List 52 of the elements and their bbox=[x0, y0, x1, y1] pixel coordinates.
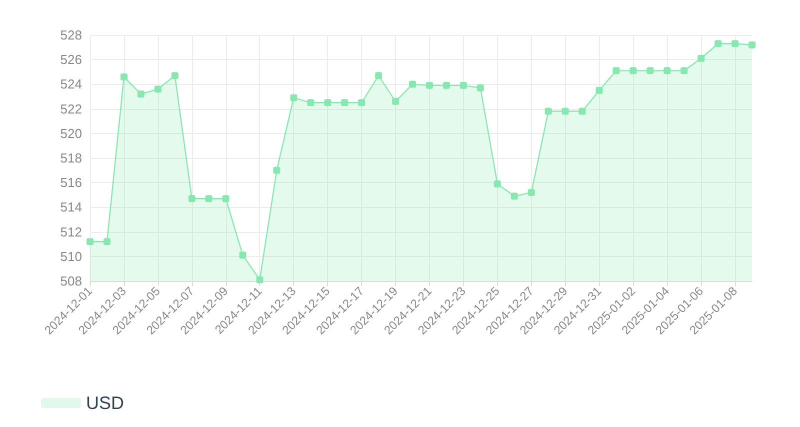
point bbox=[239, 252, 246, 259]
point bbox=[120, 73, 128, 80]
legend-label: USD bbox=[86, 393, 124, 413]
point bbox=[748, 41, 756, 48]
y-tick-label: 516 bbox=[60, 175, 82, 190]
point bbox=[698, 54, 705, 62]
y-tick-label: 522 bbox=[60, 101, 82, 116]
point bbox=[528, 188, 535, 196]
y-tick-label: 512 bbox=[60, 224, 82, 240]
point bbox=[205, 195, 212, 202]
point bbox=[426, 82, 433, 89]
point bbox=[137, 90, 144, 98]
point bbox=[324, 99, 332, 106]
point bbox=[630, 67, 637, 74]
point bbox=[86, 238, 94, 246]
point bbox=[341, 99, 348, 106]
point bbox=[307, 99, 314, 106]
point bbox=[103, 238, 110, 246]
y-tick-label: 508 bbox=[60, 274, 82, 288]
point bbox=[154, 86, 162, 93]
point bbox=[171, 72, 178, 80]
y-tick-label: 524 bbox=[60, 76, 82, 92]
point bbox=[476, 84, 484, 92]
point bbox=[442, 82, 450, 89]
point bbox=[578, 108, 586, 115]
point bbox=[409, 80, 416, 88]
y-tick-label: 520 bbox=[60, 126, 82, 141]
point bbox=[544, 108, 552, 115]
point bbox=[358, 99, 366, 106]
point bbox=[680, 67, 688, 74]
point bbox=[494, 180, 501, 188]
point bbox=[562, 108, 569, 115]
y-tick-label: 528 bbox=[60, 28, 82, 42]
point bbox=[256, 276, 264, 284]
point bbox=[732, 40, 739, 48]
y-tick-label: 518 bbox=[60, 150, 82, 166]
point bbox=[612, 67, 620, 74]
point bbox=[646, 67, 654, 74]
point bbox=[510, 192, 518, 200]
point bbox=[664, 67, 671, 74]
y-tick-label: 526 bbox=[60, 52, 82, 68]
point bbox=[222, 195, 230, 202]
y-tick-label: 514 bbox=[60, 200, 82, 215]
point bbox=[714, 40, 722, 48]
point bbox=[188, 195, 196, 202]
point bbox=[392, 98, 400, 105]
point bbox=[596, 86, 603, 94]
point bbox=[290, 94, 298, 102]
point bbox=[375, 72, 382, 80]
point bbox=[273, 166, 280, 174]
y-tick-label: 510 bbox=[60, 248, 82, 264]
point bbox=[460, 82, 467, 89]
